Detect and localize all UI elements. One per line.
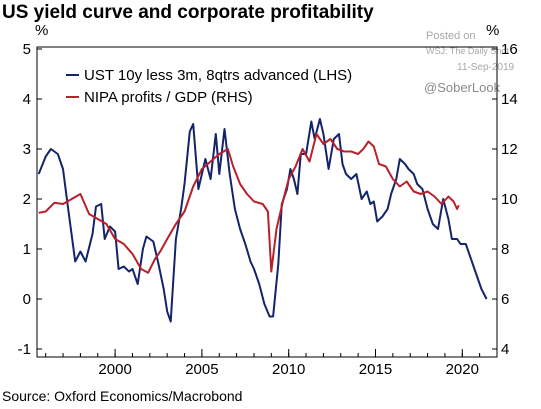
watermark-date: 11-Sep-2019	[457, 62, 515, 73]
series-line-nipa-profits	[38, 133, 460, 274]
right-tick-label: 10	[501, 191, 518, 208]
legend: UST 10y less 3m, 8qtrs advanced (LHS) NI…	[66, 67, 352, 106]
x-axis: 2000 2005 2010 2015 2020	[45, 349, 481, 378]
left-tick-label: 5	[23, 41, 31, 58]
left-tick-label: 3	[23, 141, 31, 158]
watermark-posted-on: Posted on	[426, 30, 476, 42]
right-tick-label: 14	[501, 91, 518, 108]
left-tick-label: -1	[18, 341, 31, 358]
plot-border	[36, 46, 498, 358]
legend-label-nipa: NIPA profits / GDP (RHS)	[84, 89, 253, 106]
x-tick-label: 2020	[446, 361, 479, 378]
left-tick-label: 4	[23, 91, 31, 108]
right-tick-label: 6	[501, 291, 509, 308]
right-tick-label: 12	[501, 141, 518, 158]
right-tick-label: 16	[501, 41, 518, 58]
left-axis-unit: %	[35, 22, 48, 39]
right-tick-label: 4	[501, 341, 509, 358]
right-axis-unit: %	[486, 22, 499, 39]
x-tick-label: 2015	[359, 361, 392, 378]
series-line-ust-spread	[37, 118, 488, 323]
chart-source: Source: Oxford Economics/Macrobond	[2, 388, 242, 404]
watermark: Posted on WSJ: The Daily Shot 11-Sep-201…	[426, 30, 515, 73]
right-axis: 16 14 12 10 8 6 4	[492, 41, 518, 358]
x-tick-label: 2000	[98, 361, 131, 378]
left-tick-label: 0	[23, 291, 31, 308]
x-tick-label: 2010	[272, 361, 305, 378]
series-layer	[37, 118, 488, 323]
legend-label-ust: UST 10y less 3m, 8qtrs advanced (LHS)	[84, 67, 352, 84]
plot-frame	[36, 46, 498, 358]
chart-title: US yield curve and corporate profitabili…	[2, 2, 374, 23]
right-tick-label: 8	[501, 241, 509, 258]
left-tick-label: 1	[23, 241, 31, 258]
left-tick-label: 2	[23, 191, 31, 208]
x-tick-label: 2005	[185, 361, 218, 378]
left-axis: 5 4 3 2 1 0 -1	[18, 41, 42, 358]
watermark-handle: @SoberLook	[424, 80, 501, 95]
watermark-source: WSJ: The Daily Shot	[426, 46, 509, 56]
